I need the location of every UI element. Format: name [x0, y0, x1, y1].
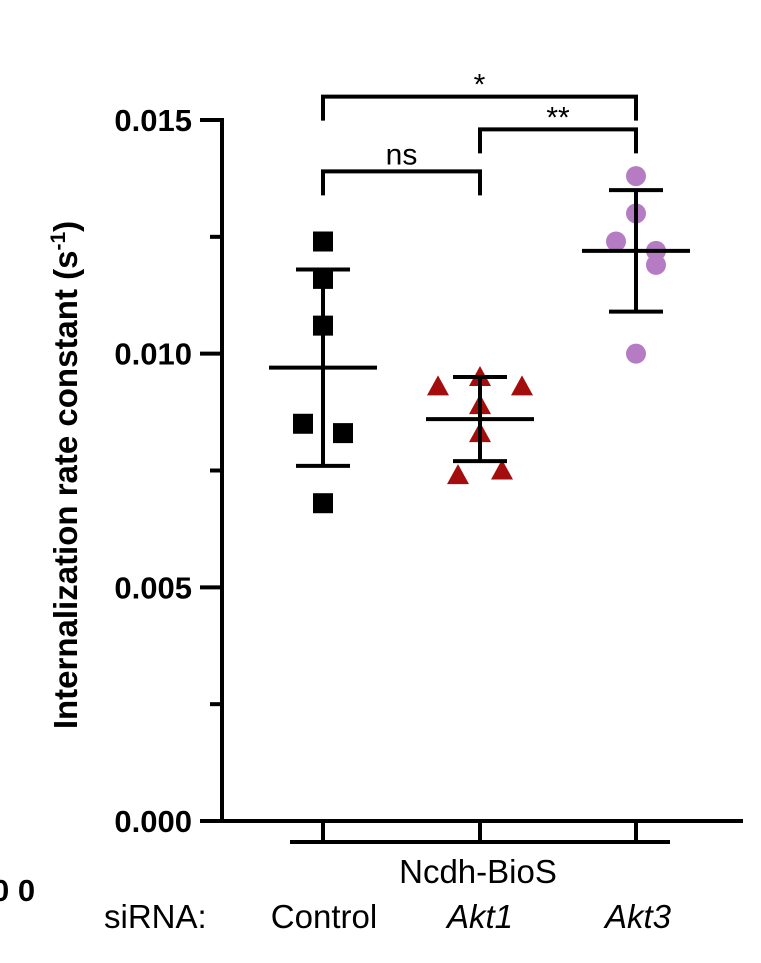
significance-bracket	[321, 169, 482, 196]
y-tick-label: 0.010	[114, 337, 192, 372]
category-label-control: Control	[271, 898, 377, 935]
data-point-akt1	[511, 375, 533, 396]
data-point-control	[333, 423, 353, 444]
y-axis-label: Internalization rate constant (s-1)	[47, 221, 84, 729]
significance-label: ns	[386, 138, 418, 171]
group-label: Ncdh-BioS	[399, 853, 557, 890]
significance-bracket	[478, 127, 638, 154]
y-tick-label: 0.000	[114, 804, 192, 839]
data-point-akt3	[626, 343, 646, 364]
y-tick-label: 0.005	[114, 570, 192, 605]
data-point-akt1	[427, 375, 449, 396]
y-ticks: 0.000 0.005 0.010 0.015	[114, 103, 222, 839]
y-axis-label-main: Internalization rate constant (s	[47, 251, 84, 730]
significance-label: *	[474, 69, 486, 102]
data-point-akt3	[626, 166, 646, 187]
data-point-control	[313, 493, 333, 514]
y-tick-label: 0.015	[114, 103, 192, 138]
data-point-akt1	[491, 459, 513, 480]
data-point-akt3	[646, 254, 666, 275]
data-point-akt1	[447, 464, 469, 485]
y-axis-label-close: )	[47, 221, 84, 232]
significance-bracket	[321, 94, 638, 121]
category-label-akt3: Akt3	[603, 898, 672, 935]
category-bracket	[290, 821, 670, 844]
data-point-control	[293, 413, 313, 434]
data-point-control	[313, 231, 333, 252]
data-points	[293, 166, 666, 514]
edge-fragment-text: 0 0	[0, 873, 35, 908]
error-bars	[269, 188, 690, 468]
significance-brackets: ***ns	[321, 69, 638, 196]
category-label-akt1: Akt1	[445, 898, 513, 935]
significance-label: **	[546, 101, 570, 134]
row-label: siRNA:	[104, 898, 207, 935]
y-axis-label-superscript: -1	[47, 232, 70, 251]
data-point-akt3	[606, 231, 626, 252]
